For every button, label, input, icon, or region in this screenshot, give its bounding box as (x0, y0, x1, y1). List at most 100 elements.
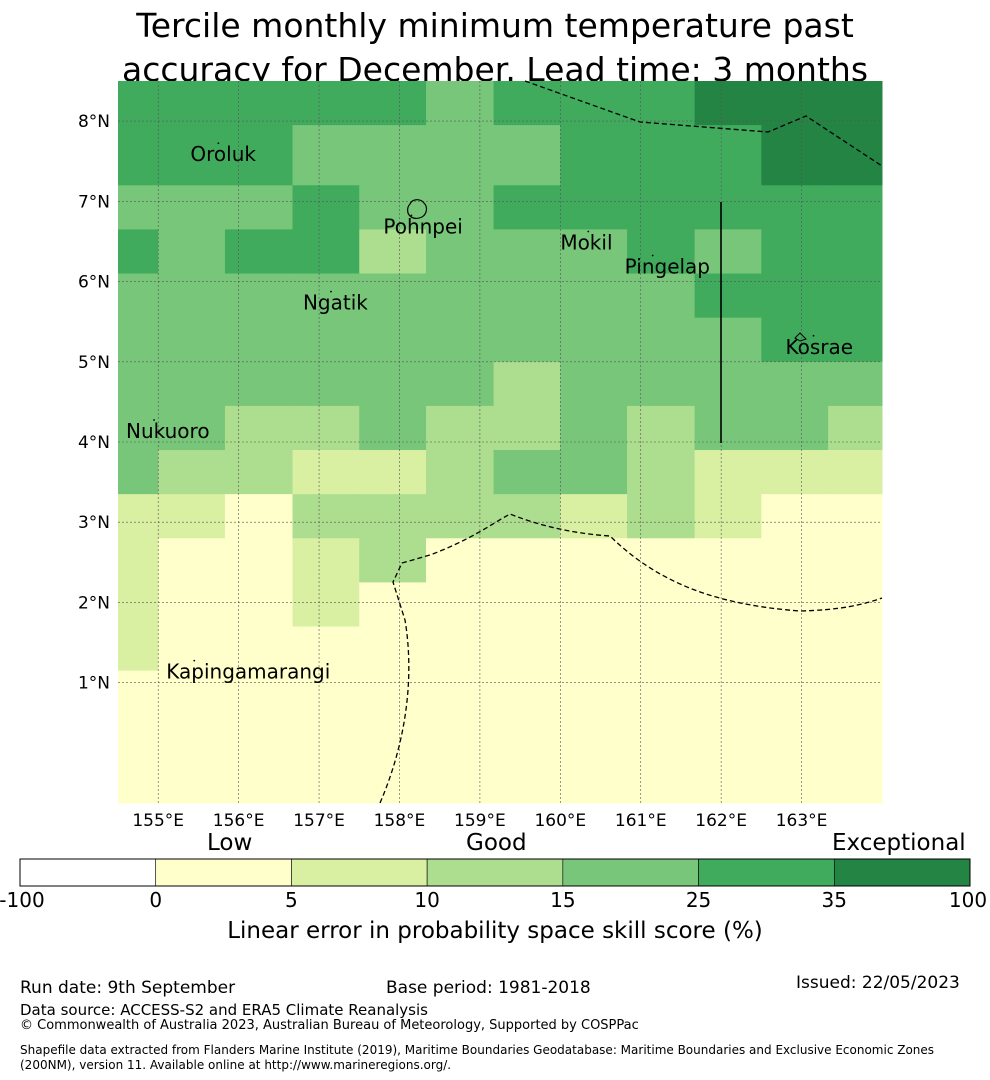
skill-cell (359, 273, 427, 319)
skill-cell (118, 361, 159, 407)
skill-cell (627, 361, 696, 407)
skill-cell (224, 317, 294, 363)
skill-cell (118, 670, 159, 716)
colorbar-swatch (698, 858, 835, 887)
skill-cell (359, 670, 427, 716)
skill-cell (694, 317, 762, 363)
shapefile-credit-2: (200NM), version 11. Available online at… (20, 1058, 452, 1072)
skill-cell (694, 582, 762, 628)
lat-tick-label: 3°N (78, 513, 110, 533)
skill-cell (118, 714, 159, 760)
skill-cell (493, 758, 561, 804)
skill-cell (158, 405, 226, 451)
skill-cell (292, 229, 360, 275)
skill-cell (359, 81, 427, 98)
skill-cell (761, 538, 829, 583)
skill-cell (493, 273, 561, 319)
skill-cell (292, 405, 360, 451)
skill-cell (828, 185, 883, 230)
skill-cell (359, 405, 427, 451)
skill-cell (627, 405, 696, 451)
skill-cell (828, 125, 883, 186)
colorbar-swatch (833, 858, 971, 887)
skill-cell (627, 97, 696, 126)
skill-cell (426, 273, 495, 319)
colorbar-tick-label: 35 (821, 888, 848, 912)
colorbar-category-good: Good (466, 830, 527, 856)
skill-cell (828, 229, 883, 275)
lon-tick-label: 157°E (293, 811, 345, 831)
skill-cell (560, 125, 628, 186)
skill-cell (560, 405, 628, 451)
island-dot (153, 419, 155, 421)
skill-cell (158, 361, 226, 407)
skill-cell (224, 185, 294, 230)
skill-cell (426, 670, 495, 716)
lon-tick-label: 155°E (132, 811, 184, 831)
skill-cell (828, 81, 883, 98)
skill-cell (118, 185, 159, 230)
skill-cell (560, 714, 628, 760)
skill-cells (118, 81, 883, 804)
skill-cell (158, 125, 226, 186)
lon-tick-label: 163°E (776, 811, 828, 831)
skill-cell (627, 229, 696, 275)
skill-cell (828, 582, 883, 628)
colorbar-category-exceptional: Exceptional (832, 830, 966, 856)
skill-cell (359, 582, 427, 628)
skill-cell (426, 582, 495, 628)
skill-cell (694, 494, 762, 539)
skill-cell (224, 361, 294, 407)
issued-date: Issued: 22/05/2023 (796, 973, 960, 993)
skill-cell (359, 125, 427, 186)
skill-cell (694, 125, 762, 186)
skill-cell (118, 582, 159, 628)
skill-cell (292, 317, 360, 363)
skill-cell (158, 670, 226, 716)
island-dot (651, 254, 654, 257)
skill-cell (560, 494, 628, 539)
colorbar-swatch (562, 858, 699, 887)
colorbar-frame (19, 858, 971, 887)
skill-cell (426, 450, 495, 495)
skill-cell (761, 405, 829, 451)
skill-cell (158, 538, 226, 583)
colorbar-tick-label: 5 (285, 888, 298, 912)
skill-cell (359, 494, 427, 539)
skill-cell (761, 125, 829, 186)
skill-cell (118, 538, 159, 583)
skill-cell (158, 185, 226, 230)
skill-cell (560, 185, 628, 230)
skill-cell (292, 626, 360, 672)
skill-cell (224, 626, 294, 672)
skill-cell (560, 758, 628, 804)
skill-cell (828, 626, 883, 672)
skill-cell (493, 494, 561, 539)
skill-cell (158, 81, 226, 98)
colorbar-swatch (426, 858, 564, 887)
skill-cell (560, 361, 628, 407)
skill-cell (761, 714, 829, 760)
skill-cell (560, 582, 628, 628)
skill-cell (426, 361, 495, 407)
lon-tick-label: 160°E (534, 811, 586, 831)
skill-cell (292, 582, 360, 628)
skill-cell (426, 494, 495, 539)
skill-cell (426, 758, 495, 804)
skill-cell (292, 81, 360, 98)
colorbar-tick-label: 10 (414, 888, 440, 912)
skill-cell (224, 494, 294, 539)
run-date: Run date: 9th September (20, 978, 236, 998)
skill-cell (627, 125, 696, 186)
skill-cell (627, 317, 696, 363)
island-label-pingelap: Pingelap (625, 255, 710, 279)
colorbar-swatch (291, 858, 428, 887)
island-dot (410, 214, 413, 217)
island-dot (217, 142, 220, 145)
island-dot (193, 659, 196, 662)
skill-cell (224, 125, 294, 186)
skill-cell (224, 538, 294, 583)
lon-tick-label: 161°E (615, 811, 667, 831)
skill-cell (694, 450, 762, 495)
skill-cell (761, 494, 829, 539)
